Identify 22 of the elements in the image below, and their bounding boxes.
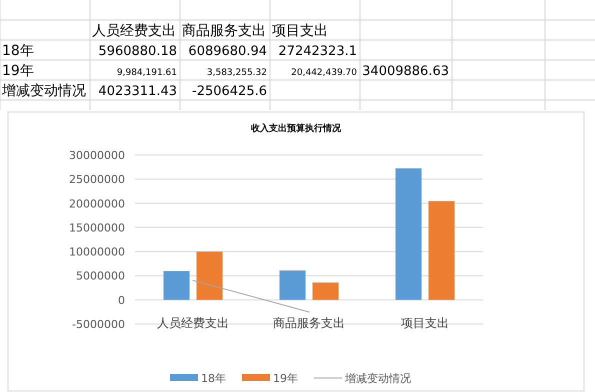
bar <box>428 201 454 300</box>
y-tick-label: 15000000 <box>69 221 125 234</box>
y-tick-label: 20000000 <box>69 197 125 210</box>
legend-label: 18年 <box>201 372 226 385</box>
sheet: 人员经费支出 商品服务支出 项目支出 18年 5960880.18 6089680.94 27242323.1 19年 9,984,191.61 3,583,255.32 20,442,439.70 34009886.63 增减变动情况 4023311.43 -2506425.6 <box>0 0 595 110</box>
y-tick-label: 30000000 <box>69 149 125 162</box>
bar <box>164 271 190 300</box>
bar <box>312 282 338 300</box>
x-tick-label: 商品服务支出 <box>273 316 345 330</box>
y-tick-label: 5000000 <box>76 270 125 283</box>
bar <box>196 252 222 300</box>
x-tick-label: 人员经费支出 <box>157 316 229 330</box>
chart-title: 收入支出预算执行情况 <box>251 123 342 134</box>
y-tick-label: 10000000 <box>69 246 125 259</box>
bar <box>396 168 422 300</box>
y-tick-label: -5000000 <box>72 318 125 331</box>
bar <box>280 270 306 300</box>
x-tick-label: 项目支出 <box>401 316 449 330</box>
y-tick-label: 0 <box>118 294 125 307</box>
legend-label: 增减变动情况 <box>344 372 411 385</box>
legend-label: 19年 <box>273 372 298 385</box>
y-tick-label: 25000000 <box>69 173 125 186</box>
